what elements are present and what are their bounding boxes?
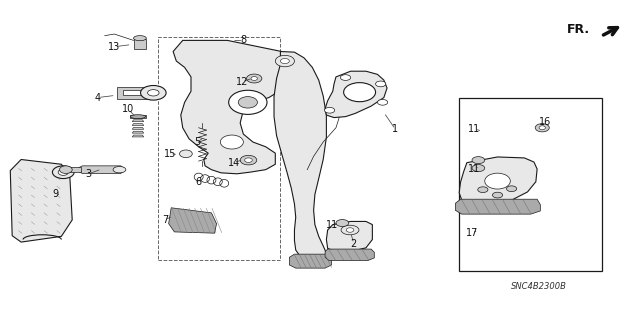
Polygon shape xyxy=(132,120,144,122)
Ellipse shape xyxy=(246,74,262,83)
Polygon shape xyxy=(132,123,144,125)
Ellipse shape xyxy=(477,187,488,193)
Text: 5: 5 xyxy=(195,137,200,147)
Polygon shape xyxy=(169,208,216,233)
Ellipse shape xyxy=(148,90,159,96)
Text: 16: 16 xyxy=(540,117,552,127)
Text: 2: 2 xyxy=(351,239,357,249)
Ellipse shape xyxy=(378,100,388,105)
Ellipse shape xyxy=(275,55,294,67)
Polygon shape xyxy=(10,160,72,242)
Ellipse shape xyxy=(238,97,257,108)
Polygon shape xyxy=(274,51,326,262)
Ellipse shape xyxy=(346,228,354,232)
Ellipse shape xyxy=(220,135,243,149)
Ellipse shape xyxy=(141,85,166,100)
Text: 3: 3 xyxy=(86,169,92,179)
Text: 10: 10 xyxy=(122,104,134,114)
Ellipse shape xyxy=(376,81,386,87)
Ellipse shape xyxy=(280,58,289,63)
Text: 11: 11 xyxy=(468,164,481,174)
Ellipse shape xyxy=(341,225,359,235)
Text: 13: 13 xyxy=(108,42,120,52)
Polygon shape xyxy=(134,40,147,49)
Polygon shape xyxy=(289,254,332,268)
Ellipse shape xyxy=(131,115,146,119)
Ellipse shape xyxy=(472,157,484,164)
Ellipse shape xyxy=(244,158,252,162)
Text: SNC4B2300B: SNC4B2300B xyxy=(511,282,566,291)
Ellipse shape xyxy=(492,192,502,198)
Text: 9: 9 xyxy=(52,189,58,199)
Polygon shape xyxy=(460,157,537,206)
Ellipse shape xyxy=(58,169,68,175)
Ellipse shape xyxy=(539,126,545,130)
Text: 11: 11 xyxy=(468,124,481,134)
Text: 15: 15 xyxy=(164,149,176,159)
Text: 8: 8 xyxy=(240,35,246,45)
Text: 12: 12 xyxy=(236,77,248,87)
Text: 11: 11 xyxy=(326,220,339,230)
Ellipse shape xyxy=(240,155,257,165)
Ellipse shape xyxy=(535,123,549,132)
Polygon shape xyxy=(79,166,124,174)
Text: 17: 17 xyxy=(466,228,478,238)
Ellipse shape xyxy=(52,166,74,179)
Ellipse shape xyxy=(472,165,484,172)
Polygon shape xyxy=(325,71,387,118)
Polygon shape xyxy=(325,249,374,261)
Ellipse shape xyxy=(484,173,510,189)
Bar xyxy=(460,98,602,271)
Ellipse shape xyxy=(179,150,192,158)
Ellipse shape xyxy=(324,108,335,113)
Ellipse shape xyxy=(340,75,351,80)
Ellipse shape xyxy=(113,167,126,173)
Ellipse shape xyxy=(336,219,349,226)
Bar xyxy=(158,37,280,260)
Ellipse shape xyxy=(60,166,72,174)
Polygon shape xyxy=(68,167,81,172)
Text: 1: 1 xyxy=(392,124,399,134)
Ellipse shape xyxy=(228,90,267,115)
Text: 14: 14 xyxy=(228,158,240,168)
Polygon shape xyxy=(132,131,144,133)
Text: FR.: FR. xyxy=(567,23,590,36)
Ellipse shape xyxy=(134,36,147,41)
Polygon shape xyxy=(456,199,540,214)
Polygon shape xyxy=(173,41,287,174)
Text: 6: 6 xyxy=(196,177,202,187)
Polygon shape xyxy=(132,127,144,129)
Ellipse shape xyxy=(506,186,516,192)
Polygon shape xyxy=(132,135,144,137)
Text: 4: 4 xyxy=(95,93,101,103)
Polygon shape xyxy=(117,87,151,99)
Ellipse shape xyxy=(344,83,376,102)
Polygon shape xyxy=(326,221,372,252)
Ellipse shape xyxy=(251,77,257,80)
Polygon shape xyxy=(131,115,146,118)
Text: 7: 7 xyxy=(162,215,168,225)
